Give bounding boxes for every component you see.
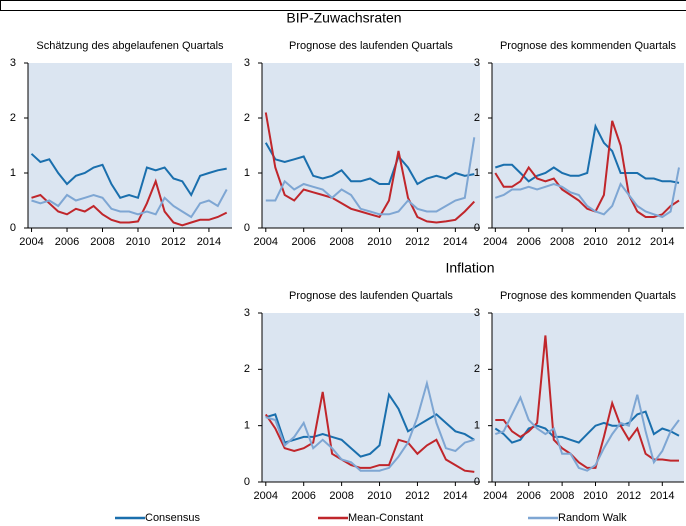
legend-label: Consensus bbox=[145, 512, 201, 524]
line bbox=[494, 167, 680, 219]
x-tick-label: 2004 bbox=[19, 236, 43, 248]
line bbox=[494, 120, 680, 218]
y-tick-label: 1 bbox=[474, 167, 480, 179]
x-tick-label: 2006 bbox=[516, 490, 540, 502]
x-tick-label: 2006 bbox=[55, 236, 79, 248]
line bbox=[30, 153, 227, 200]
x-tick-label: 2012 bbox=[405, 236, 429, 248]
x-tick-label: 2006 bbox=[516, 236, 540, 248]
y-tick-label: 2 bbox=[244, 363, 250, 375]
line bbox=[265, 379, 475, 472]
y-tick-label: 0 bbox=[10, 222, 16, 234]
y-tick-label: 1 bbox=[10, 167, 16, 179]
line bbox=[495, 335, 679, 469]
x-tick-label: 2008 bbox=[550, 236, 574, 248]
y-tick-label: 2 bbox=[10, 112, 16, 124]
x-tick-label: 2012 bbox=[405, 490, 429, 502]
y-tick-label: 0 bbox=[244, 476, 250, 488]
plot-area bbox=[262, 63, 480, 228]
line bbox=[264, 112, 476, 224]
y-tick-label: 2 bbox=[244, 112, 250, 124]
x-tick-label: 2012 bbox=[617, 490, 641, 502]
x-tick-label: 2008 bbox=[550, 490, 574, 502]
line bbox=[264, 142, 475, 186]
x-tick-label: 2006 bbox=[291, 236, 315, 248]
x-tick-label: 2008 bbox=[329, 236, 353, 248]
y-tick-label: 3 bbox=[244, 307, 250, 319]
y-tick-label: 2 bbox=[474, 363, 480, 375]
y-tick-label: 0 bbox=[474, 222, 480, 234]
x-tick-label: 2004 bbox=[254, 236, 278, 248]
x-tick-label: 2014 bbox=[443, 490, 467, 502]
chart-title: Prognose des laufenden Quartals bbox=[289, 290, 453, 302]
plot-area bbox=[492, 63, 684, 228]
y-tick-label: 3 bbox=[474, 307, 480, 319]
y-tick-label: 3 bbox=[10, 57, 16, 69]
x-tick-label: 2004 bbox=[254, 490, 278, 502]
line bbox=[264, 391, 475, 473]
x-tick-label: 2006 bbox=[291, 490, 315, 502]
y-tick-label: 2 bbox=[474, 112, 480, 124]
x-tick-label: 2014 bbox=[650, 236, 674, 248]
line bbox=[265, 392, 475, 458]
frame bbox=[0, 0, 686, 11]
y-tick-label: 0 bbox=[474, 476, 480, 488]
x-tick-label: 2012 bbox=[161, 236, 185, 248]
chart-title: Prognose des kommenden Quartals bbox=[500, 40, 677, 52]
y-tick-label: 3 bbox=[244, 57, 250, 69]
line bbox=[31, 189, 228, 219]
x-tick-label: 2004 bbox=[483, 236, 507, 248]
x-tick-label: 2010 bbox=[583, 236, 607, 248]
x-tick-label: 2012 bbox=[617, 236, 641, 248]
line bbox=[494, 123, 680, 184]
x-tick-label: 2010 bbox=[126, 236, 150, 248]
section-title: Inflation bbox=[445, 260, 494, 276]
chart-title: Schätzung des abgelaufenen Quartals bbox=[36, 40, 224, 52]
y-tick-label: 1 bbox=[244, 420, 250, 432]
x-tick-label: 2010 bbox=[367, 236, 391, 248]
x-tick-label: 2010 bbox=[583, 490, 607, 502]
chart-title: Prognose des laufenden Quartals bbox=[289, 40, 453, 52]
line bbox=[494, 394, 680, 472]
x-tick-label: 2008 bbox=[329, 490, 353, 502]
x-tick-label: 2010 bbox=[367, 490, 391, 502]
y-tick-label: 0 bbox=[244, 222, 250, 234]
section-title: BIP-Zuwachsraten bbox=[286, 10, 401, 26]
x-tick-label: 2014 bbox=[197, 236, 221, 248]
x-tick-label: 2014 bbox=[443, 236, 467, 248]
y-tick-label: 1 bbox=[474, 420, 480, 432]
line bbox=[31, 178, 228, 227]
x-tick-label: 2008 bbox=[90, 236, 114, 248]
y-tick-label: 3 bbox=[474, 57, 480, 69]
plot-area bbox=[262, 313, 480, 482]
legend-label: Random Walk bbox=[558, 512, 627, 524]
line bbox=[265, 137, 476, 216]
y-tick-label: 1 bbox=[244, 167, 250, 179]
x-tick-label: 2014 bbox=[650, 490, 674, 502]
legend-label: Mean-Constant bbox=[348, 512, 423, 524]
chart-title: Prognose des kommenden Quartals bbox=[500, 290, 677, 302]
x-tick-label: 2004 bbox=[483, 490, 507, 502]
